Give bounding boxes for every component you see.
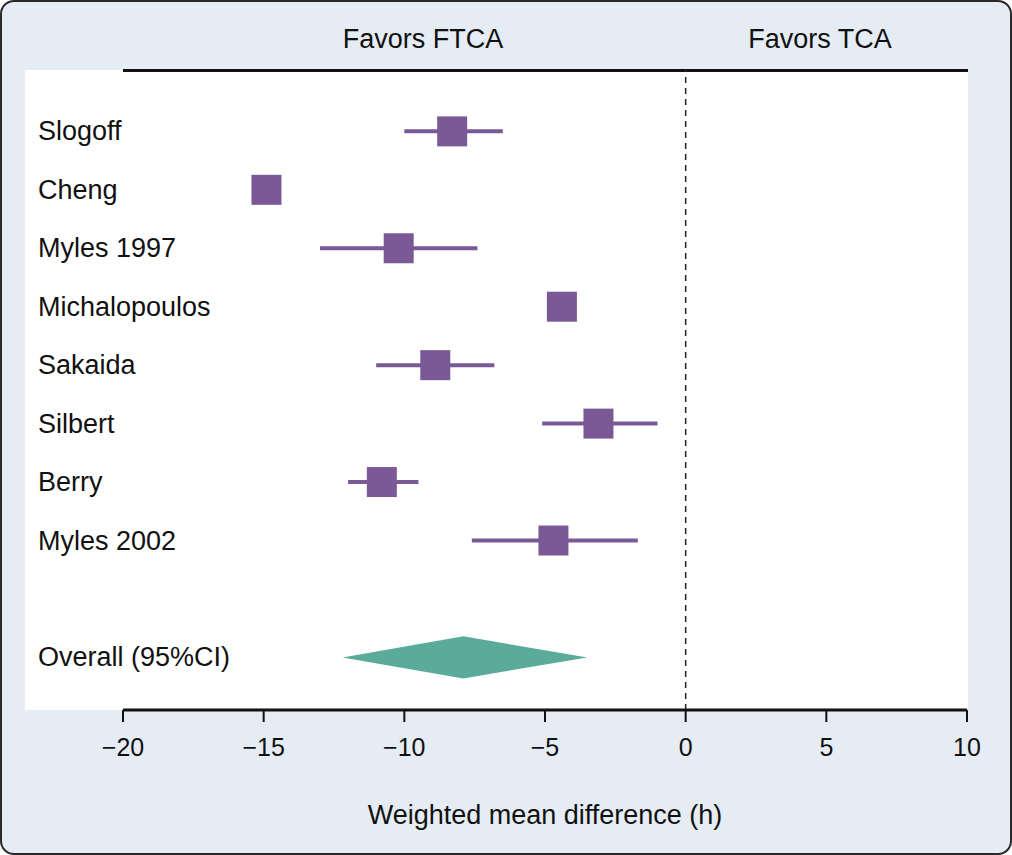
svg-text:−20: −20 [102, 733, 144, 761]
svg-text:Myles 1997: Myles 1997 [38, 233, 176, 263]
svg-text:Silbert: Silbert [38, 409, 115, 439]
svg-text:Myles 2002: Myles 2002 [38, 526, 176, 556]
html-text:Favors FTCA: Favors FTCA [342, 24, 504, 54]
html-text:Favors TCA: Favors TCA [748, 24, 892, 54]
svg-text:Berry: Berry [38, 467, 103, 497]
html-text:Weighted mean difference (h): Weighted mean difference (h) [367, 800, 723, 830]
svg-text:−15: −15 [242, 733, 284, 761]
svg-text:Sakaida: Sakaida [38, 350, 137, 380]
svg-text:−5: −5 [531, 733, 560, 761]
svg-text:Slogoff: Slogoff [38, 116, 122, 146]
svg-text:5: 5 [819, 733, 833, 761]
svg-text:Michalopoulos: Michalopoulos [38, 292, 211, 322]
svg-text:0: 0 [679, 733, 693, 761]
svg-text:Cheng: Cheng [38, 175, 118, 205]
svg-text:Overall (95%CI): Overall (95%CI) [38, 642, 230, 672]
svg-text:−10: −10 [383, 733, 425, 761]
svg-text:10: 10 [953, 733, 981, 761]
